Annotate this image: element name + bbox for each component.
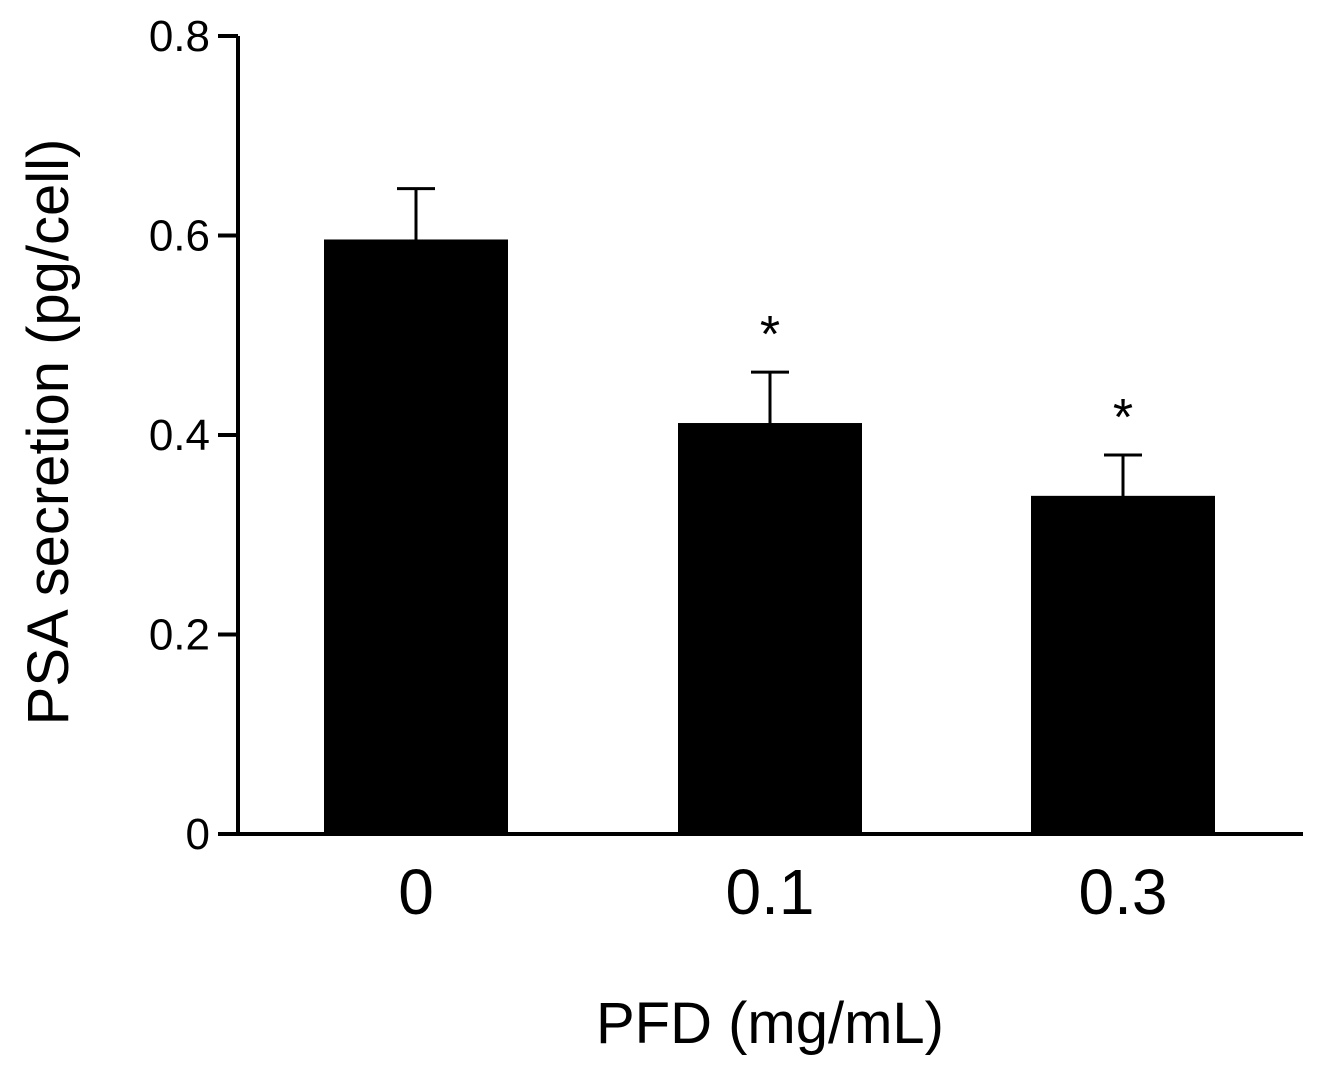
y-tick-label: 0.4	[149, 411, 210, 460]
y-tick-label: 0.2	[149, 611, 210, 660]
significance-markers: **	[760, 306, 1133, 447]
bar	[678, 423, 862, 835]
bar	[324, 239, 508, 836]
x-tick-label: 0	[398, 856, 434, 928]
y-axis-title: PSA secretion (pg/cell)	[16, 139, 81, 726]
bars	[324, 239, 1215, 836]
x-tick-label: 0.1	[726, 856, 815, 928]
y-tick-label: 0	[186, 810, 210, 859]
y-tick-label: 0.8	[149, 12, 210, 61]
significance-asterisk: *	[1113, 389, 1133, 447]
x-category-labels: 0 0.1 0.3	[398, 856, 1167, 928]
y-ticks: 0 0.2 0.4 0.6 0.8	[149, 12, 238, 859]
x-tick-label: 0.3	[1079, 856, 1168, 928]
x-axis-title: PFD (mg/mL)	[596, 991, 944, 1056]
y-tick-label: 0.6	[149, 212, 210, 261]
significance-asterisk: *	[760, 306, 780, 364]
bar	[1031, 495, 1215, 835]
error-bars	[397, 187, 1142, 497]
